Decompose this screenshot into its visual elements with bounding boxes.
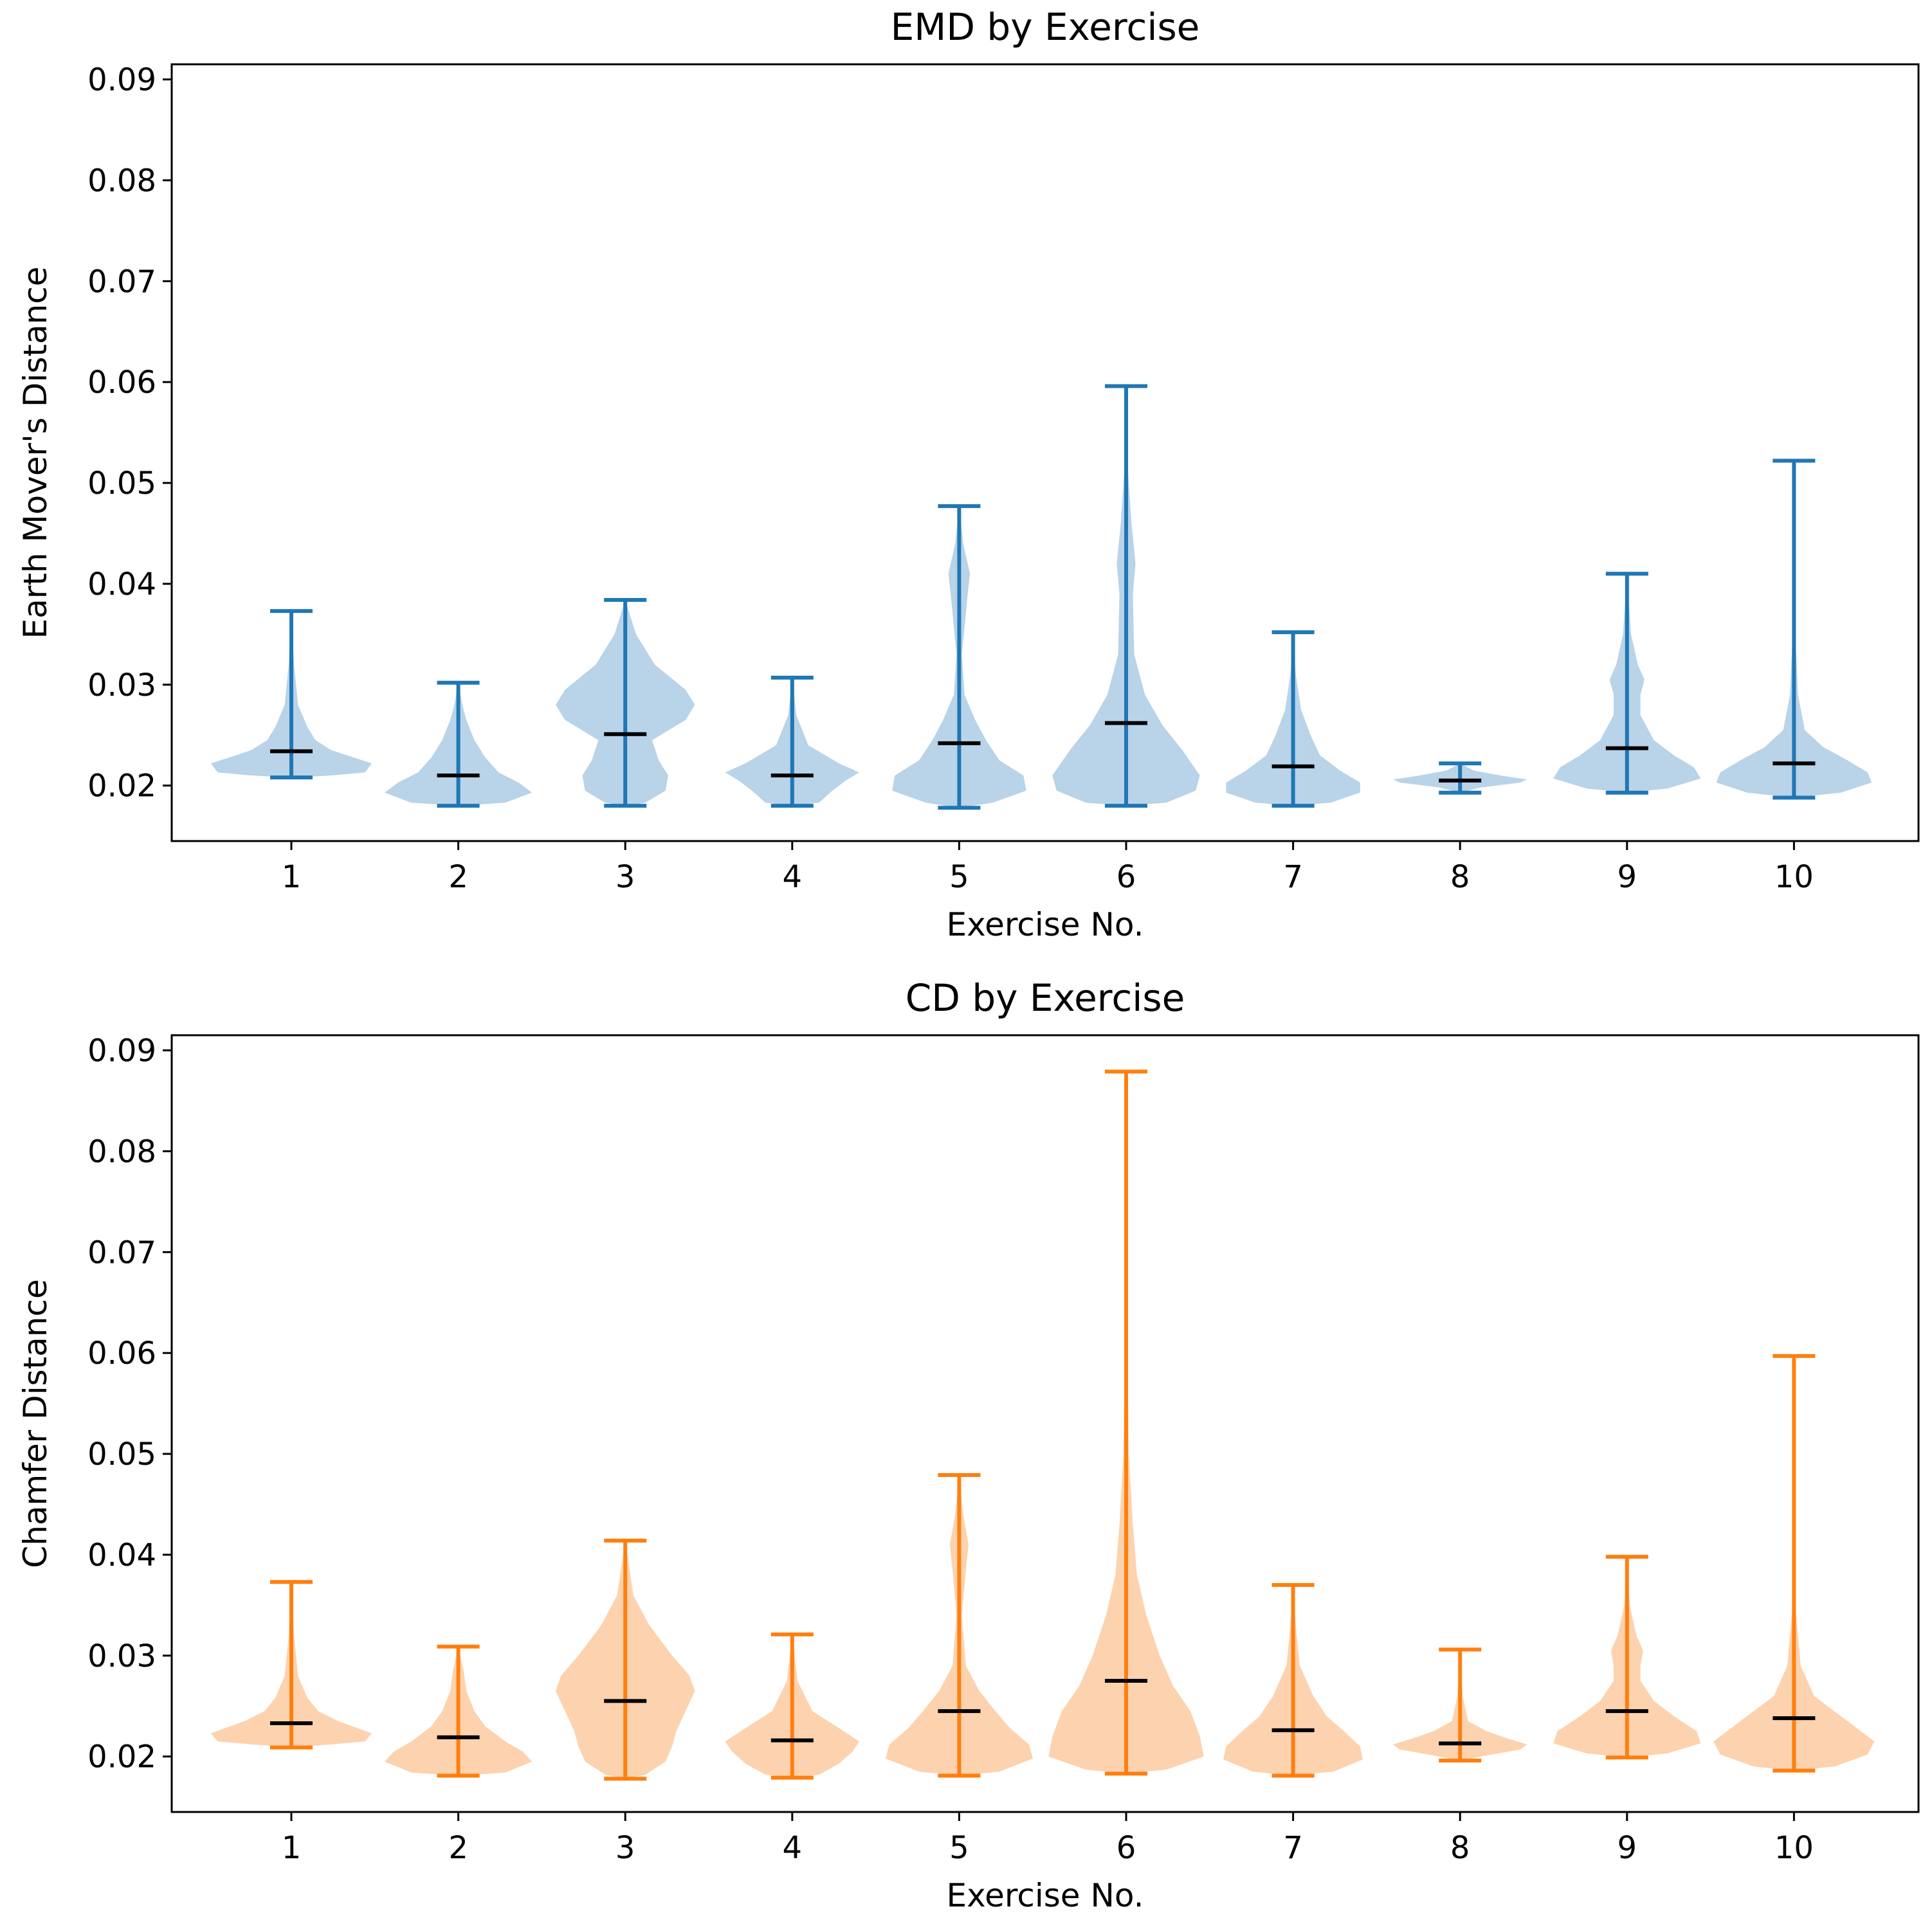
x-tick-label: 10 xyxy=(1774,1830,1814,1866)
y-tick-label: 0.07 xyxy=(87,264,156,300)
x-tick-label: 2 xyxy=(448,859,468,895)
x-tick-label: 7 xyxy=(1283,859,1303,895)
x-tick-label: 9 xyxy=(1618,859,1637,895)
y-tick-label: 0.09 xyxy=(87,1033,156,1069)
y-tick-label: 0.07 xyxy=(87,1235,156,1271)
y-tick-label: 0.03 xyxy=(87,667,156,703)
cd-panel: CD by Exercise 0.02 0.03 0.04 0.05 0.06 0.07 0.… xyxy=(17,976,1920,1914)
x-tick-label: 10 xyxy=(1774,859,1814,895)
y-tick-label: 0.05 xyxy=(87,1436,156,1472)
y-axis-label: Chamfer Distance xyxy=(17,1279,54,1568)
x-tick-label: 6 xyxy=(1116,1830,1136,1866)
y-tick-label: 0.04 xyxy=(87,566,156,602)
x-tick-label: 5 xyxy=(949,859,969,895)
x-tick-label: 4 xyxy=(783,859,803,895)
axes-frame xyxy=(170,1034,1920,1813)
emd-panel: EMD by Exercise 0.02 0.03 0.04 0.05 0.06 0.07 0… xyxy=(17,5,1920,943)
x-tick-label: 6 xyxy=(1116,859,1136,895)
chart-title: EMD by Exercise xyxy=(891,5,1200,49)
x-tick-label: 1 xyxy=(282,859,302,895)
x-axis-label: Exercise No. xyxy=(947,1877,1144,1914)
x-tick-label: 2 xyxy=(448,1830,468,1866)
axes-frame xyxy=(170,63,1920,842)
x-tick-label: 8 xyxy=(1450,859,1470,895)
y-tick-label: 0.04 xyxy=(87,1537,156,1573)
y-tick-label: 0.09 xyxy=(87,62,156,98)
y-axis-label: Earth Mover's Distance xyxy=(17,267,54,639)
x-tick-label: 7 xyxy=(1283,1830,1303,1866)
x-tick-label: 4 xyxy=(783,1830,803,1866)
x-tick-label: 1 xyxy=(282,1830,302,1866)
y-tick-label: 0.05 xyxy=(87,466,156,502)
y-tick-label: 0.03 xyxy=(87,1638,156,1674)
y-tick-label: 0.06 xyxy=(87,365,156,401)
x-tick-label: 9 xyxy=(1618,1830,1637,1866)
y-tick-label: 0.08 xyxy=(87,163,156,199)
x-tick-label: 3 xyxy=(615,1830,635,1866)
x-tick-label: 5 xyxy=(949,1830,969,1866)
y-tick-label: 0.08 xyxy=(87,1134,156,1170)
x-tick-label: 8 xyxy=(1450,1830,1470,1866)
y-tick-label: 0.02 xyxy=(87,1739,156,1775)
x-tick-label: 3 xyxy=(615,859,635,895)
y-tick-label: 0.06 xyxy=(87,1336,156,1372)
chart-title: CD by Exercise xyxy=(906,976,1185,1020)
x-axis-label: Exercise No. xyxy=(947,906,1144,943)
y-tick-label: 0.02 xyxy=(87,768,156,804)
